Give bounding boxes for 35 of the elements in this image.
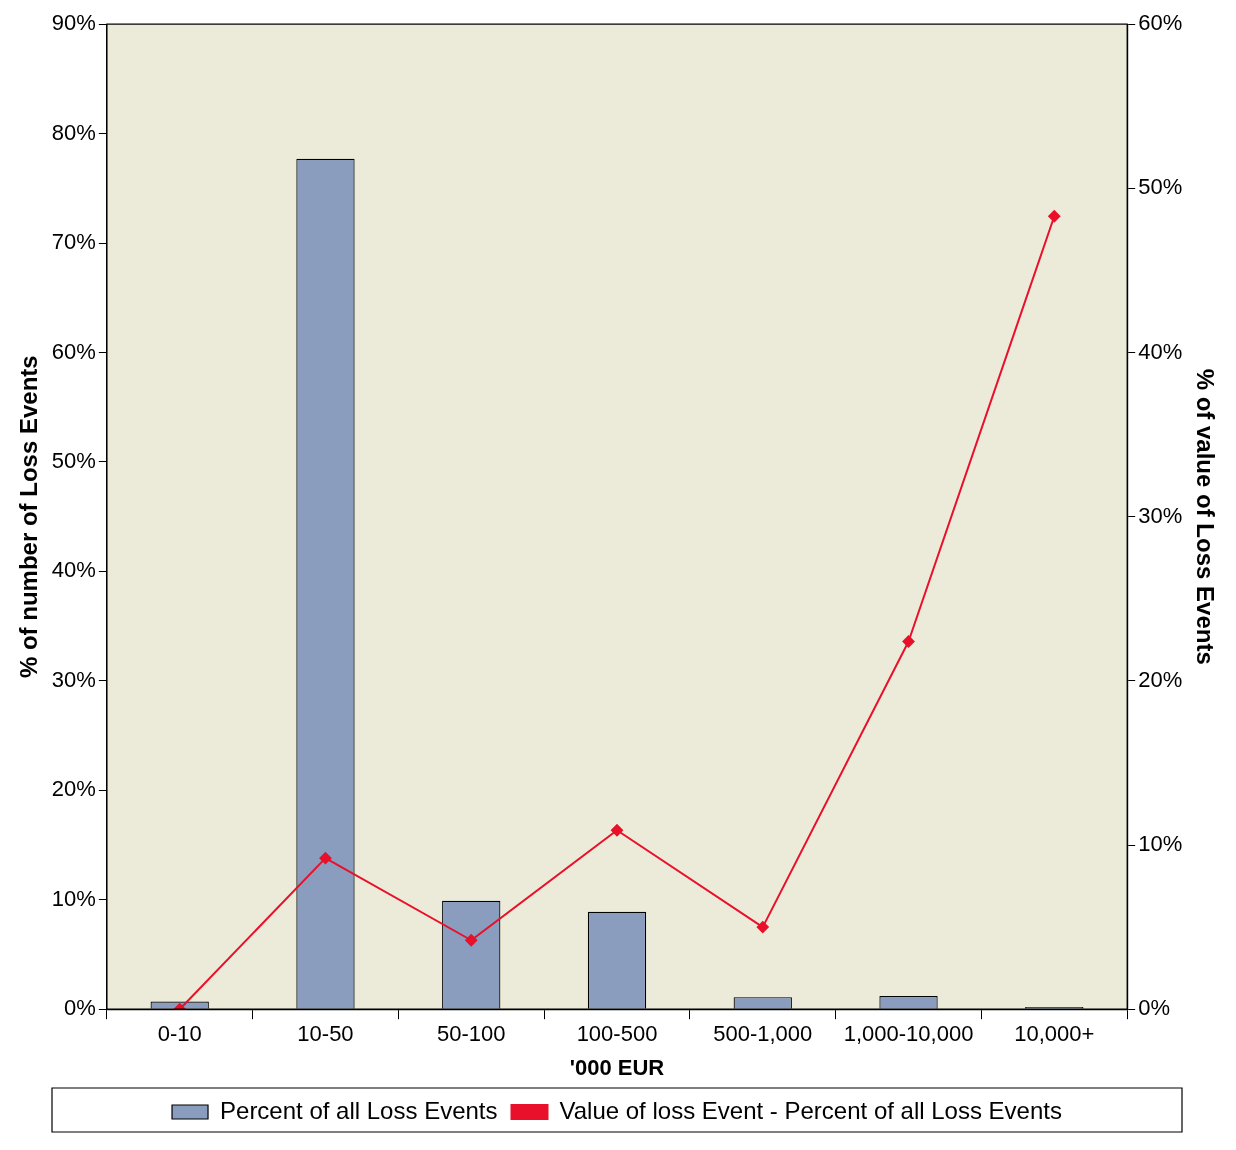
y-tick-label: 70% bbox=[51, 229, 96, 255]
y2-tick-label: 20% bbox=[1138, 666, 1183, 692]
x-tick-label: 0-10 bbox=[157, 1021, 202, 1047]
y2-tick-label: 0% bbox=[1138, 995, 1170, 1021]
y2-tick-label: 60% bbox=[1138, 10, 1183, 36]
y-axis-title: % of number of Loss Events bbox=[15, 355, 43, 679]
y-tick-label: 10% bbox=[51, 885, 96, 911]
y-tick-label: 50% bbox=[51, 448, 96, 474]
point bbox=[902, 635, 915, 648]
point bbox=[756, 921, 769, 934]
x-tick-label: 500-1,000 bbox=[713, 1021, 813, 1047]
legend-label: Percent of all Loss Events bbox=[220, 1096, 498, 1124]
point bbox=[611, 824, 623, 837]
x-tick-label: 10,000+ bbox=[1014, 1021, 1095, 1047]
x-tick-label: 1,000-10,000 bbox=[843, 1021, 974, 1047]
point bbox=[465, 934, 478, 947]
x-tick-label: 50-100 bbox=[436, 1021, 506, 1047]
x-tick-label: 100-500 bbox=[576, 1021, 658, 1047]
y2-tick-label: 10% bbox=[1138, 831, 1183, 857]
y-tick-label: 30% bbox=[51, 666, 96, 692]
legend-label: Value of loss Event - Percent of all Loss Events bbox=[559, 1096, 1062, 1124]
x-axis-title: '000 EUR bbox=[569, 1054, 665, 1080]
y-tick-label: 20% bbox=[51, 776, 96, 802]
y2-tick-label: 50% bbox=[1138, 174, 1183, 200]
x-tick-label: 10-50 bbox=[297, 1021, 354, 1047]
y-tick-label: 80% bbox=[51, 119, 96, 145]
y-tick-label: 60% bbox=[51, 338, 96, 364]
y-tick-label: 0% bbox=[64, 995, 96, 1021]
y-tick-label: 90% bbox=[51, 10, 96, 36]
y2-axis-title: % of value of Loss Events bbox=[1191, 368, 1219, 665]
y-tick-label: 40% bbox=[51, 557, 96, 583]
y2-tick-label: 40% bbox=[1138, 338, 1183, 364]
point bbox=[1048, 210, 1061, 223]
y2-tick-label: 30% bbox=[1138, 502, 1183, 528]
point bbox=[319, 852, 332, 865]
